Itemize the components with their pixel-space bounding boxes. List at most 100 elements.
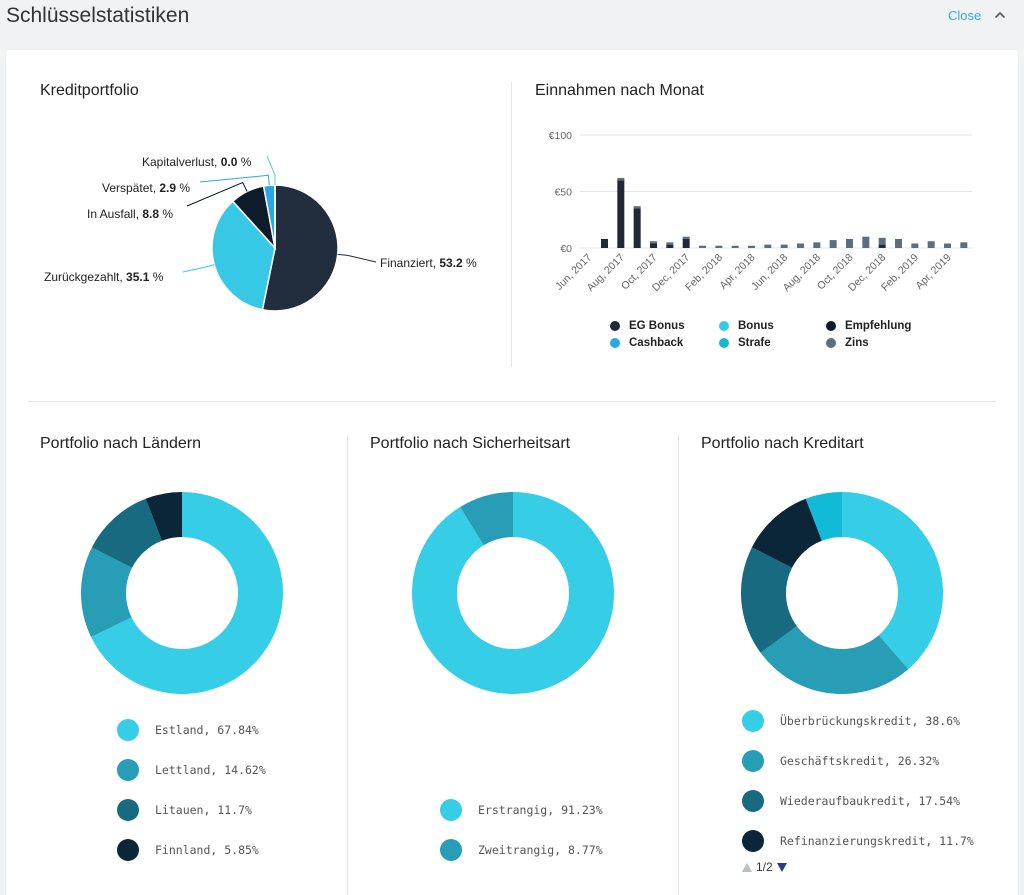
kreditart-title: Portfolio nach Kreditart	[701, 435, 864, 452]
pie-label-zurueckgezahlt: Zurückgezahlt, 35.1 %	[44, 270, 164, 284]
bar-eg-bonus[interactable]	[682, 238, 690, 248]
bar-zins[interactable]	[666, 242, 674, 245]
legend-wiederaufbaukredit[interactable]: Wiederaufbaukredit, 17.54%	[742, 789, 960, 813]
donut-segment-3[interactable]	[751, 498, 822, 568]
pie-label-kapitalverlust: Kapitalverlust, 0.0 %	[142, 155, 252, 169]
pie-label-in-ausfall: In Ausfall, 8.8 %	[87, 207, 174, 221]
bar-eg-bonus[interactable]	[878, 244, 886, 248]
pager-down-icon[interactable]	[776, 862, 787, 872]
page-title: Schlüsselstatistiken	[6, 4, 190, 27]
bar-zins[interactable]	[617, 177, 625, 181]
legend-dot	[117, 719, 139, 741]
bar-zins[interactable]	[797, 243, 804, 248]
legend-lettland[interactable]: Lettland, 14.62%	[117, 758, 266, 782]
bar-zins[interactable]	[846, 238, 853, 248]
bar-zins[interactable]	[911, 243, 919, 248]
sicherheit-title: Portfolio nach Sicherheitsart	[370, 435, 571, 452]
legend-litauen[interactable]: Litauen, 11.7%	[117, 798, 252, 822]
legend-cashback[interactable]: Cashback	[610, 337, 683, 349]
x-tick-label: Apr, 2019	[913, 252, 953, 292]
donut-segment-2[interactable]	[741, 547, 797, 653]
bar-zins[interactable]	[715, 245, 723, 248]
donut-segment-1[interactable]	[460, 492, 513, 546]
legend-eg-bonus[interactable]: EG Bonus	[610, 320, 685, 332]
legend-dot	[610, 338, 620, 348]
legend-dot	[742, 790, 764, 812]
donut-segment-1[interactable]	[760, 626, 909, 694]
bar-zins[interactable]	[813, 242, 821, 248]
sicherheit-donut	[411, 492, 614, 694]
legend-geschaeftskredit[interactable]: Geschäftskredit, 26.32%	[742, 749, 939, 773]
bar-zins[interactable]	[633, 206, 641, 209]
bar-zins[interactable]	[650, 241, 657, 244]
bar-zins[interactable]	[699, 245, 706, 248]
legend-dot	[117, 839, 139, 861]
legend-dot	[742, 710, 764, 732]
bar-eg-bonus[interactable]	[601, 238, 608, 248]
legend-empfehlung[interactable]: Empfehlung	[826, 320, 911, 332]
bar-eg-bonus[interactable]	[617, 180, 625, 248]
pie-label-finanziert: Finanziert, 53.2 %	[380, 256, 477, 270]
legend-erstrangig[interactable]: Erstrangig, 91.23%	[440, 798, 603, 822]
bar-zins[interactable]	[764, 244, 772, 248]
stats-card	[6, 50, 1018, 895]
legend-ueberbrueckungskredit[interactable]: Überbrückungskredit, 38.6%	[742, 709, 960, 733]
bar-zins[interactable]	[927, 241, 935, 248]
pager-up-icon[interactable]	[742, 862, 752, 872]
legend-strafe[interactable]: Strafe	[719, 337, 771, 349]
legend-bonus[interactable]: Bonus	[719, 320, 774, 332]
bar-zins[interactable]	[748, 245, 755, 248]
divider-horizontal	[28, 401, 996, 402]
bar-zins[interactable]	[780, 244, 788, 248]
legend-refinanzierungskredit[interactable]: Refinanzierungskredit, 11.7%	[742, 829, 974, 853]
donut-segment-2[interactable]	[91, 498, 162, 568]
legend-dot	[117, 759, 139, 781]
laender-title: Portfolio nach Ländern	[40, 435, 201, 452]
donut-segment-1[interactable]	[81, 547, 133, 637]
bar-zins[interactable]	[960, 242, 968, 248]
bar-eg-bonus[interactable]	[650, 243, 657, 248]
legend-zweitrangig[interactable]: Zweitrangig, 8.77%	[440, 838, 603, 862]
legend-dot	[117, 799, 139, 821]
legend-dot	[742, 830, 764, 852]
bar-eg-bonus[interactable]	[666, 244, 674, 248]
legend-dot	[826, 321, 836, 331]
pie-label-verspaetet: Verspätet, 2.9 %	[102, 181, 191, 195]
header-bar: Schlüsselstatistiken Close	[0, 0, 1024, 40]
donut-segment-4[interactable]	[805, 492, 842, 541]
legend-finnland[interactable]: Finnland, 5.85%	[117, 838, 259, 862]
bar-zins[interactable]	[731, 245, 739, 248]
donut-segment-3[interactable]	[145, 492, 182, 541]
divider-vertical-top	[511, 82, 512, 367]
legend-estland[interactable]: Estland, 67.84%	[117, 718, 259, 742]
legend-pager: 1/2	[742, 860, 787, 874]
laender-donut	[81, 492, 283, 694]
kreditart-donut	[741, 492, 943, 694]
close-button[interactable]: Close	[948, 8, 982, 23]
y-tick-label: €100	[549, 130, 573, 142]
bar-eg-bonus[interactable]	[633, 208, 641, 248]
bar-zins[interactable]	[895, 238, 902, 248]
divider-vertical-1	[347, 435, 348, 895]
chevron-up-icon[interactable]	[994, 10, 1006, 20]
y-tick-label: €50	[554, 187, 572, 199]
divider-vertical-2	[678, 435, 679, 895]
donut-segment-0[interactable]	[91, 492, 283, 694]
bar-zins[interactable]	[944, 243, 951, 248]
legend-dot	[742, 750, 764, 772]
bar-zins[interactable]	[829, 240, 837, 248]
legend-dot	[440, 839, 462, 861]
legend-dot	[440, 799, 462, 821]
bar-zins[interactable]	[862, 236, 870, 248]
bar-zins[interactable]	[878, 237, 886, 245]
legend-dot	[719, 338, 729, 348]
donut-segment-0[interactable]	[411, 492, 614, 694]
kreditportfolio-title: Kreditportfolio	[40, 82, 139, 99]
y-tick-label: €0	[560, 243, 572, 255]
donut-segment-0[interactable]	[842, 492, 943, 670]
legend-dot	[719, 321, 729, 331]
legend-dot	[826, 338, 836, 348]
bar-zins[interactable]	[682, 236, 690, 239]
legend-zins[interactable]: Zins	[826, 337, 869, 349]
einnahmen-title: Einnahmen nach Monat	[535, 82, 704, 99]
